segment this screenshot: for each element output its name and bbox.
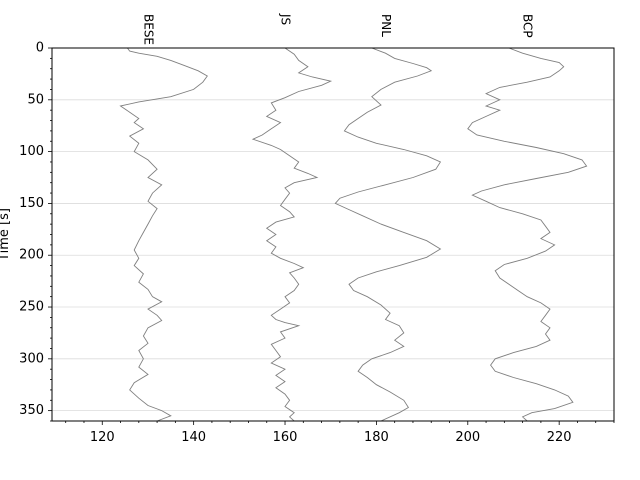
trace-label-bcp: BCP (521, 14, 535, 38)
y-tick-label: 150 (19, 196, 44, 211)
x-axis: 120 140 160 180 200 220 (65, 421, 615, 445)
x-tick-label: 220 (547, 430, 572, 445)
x-tick-label: 160 (273, 430, 298, 445)
trace-labels: BESE JS PNL BCP (141, 13, 534, 45)
y-tick-label: 200 (19, 248, 44, 263)
x-tick-label: 140 (181, 430, 206, 445)
grid-lines (52, 47, 614, 412)
trace-label-js: JS (279, 13, 293, 25)
y-axis-label: Time [s] (0, 208, 12, 262)
traces (119, 47, 588, 422)
plot-frame (51, 47, 615, 422)
trace-bcp (467, 47, 588, 422)
x-tick-label: 200 (455, 430, 480, 445)
x-tick-label: 120 (90, 430, 115, 445)
trace-pnl (334, 47, 442, 422)
trace-label-bese: BESE (141, 14, 155, 45)
y-tick-label: 250 (19, 300, 44, 315)
y-tick-label: 0 (36, 41, 44, 56)
y-tick-label: 350 (19, 403, 44, 418)
trace-js (251, 47, 333, 422)
y-tick-label: 100 (19, 144, 44, 159)
y-axis: 0 50 100 150 200 250 300 350 (19, 41, 52, 422)
y-tick-label: 50 (27, 92, 44, 107)
x-tick-label: 180 (364, 430, 389, 445)
trace-bese (119, 47, 208, 422)
trace-label-pnl: PNL (379, 14, 393, 37)
y-tick-label: 300 (19, 351, 44, 366)
